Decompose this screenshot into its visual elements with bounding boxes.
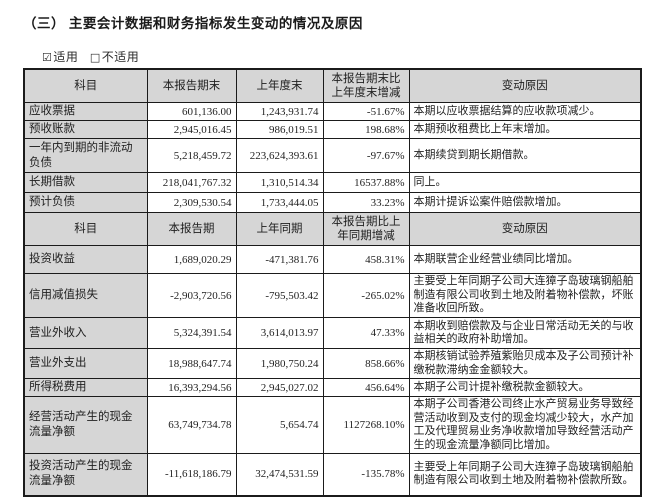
col-header-change-pct: 本报告期末比上年度末增减: [322, 68, 410, 103]
checked-checkbox-icon: ☑: [42, 51, 53, 64]
table-row: 所得税费用 16,393,294.56 2,945,027.02 456.64%…: [23, 378, 642, 397]
change-pct-cell: 858.66%: [322, 348, 410, 379]
applicable-option: ☑适用: [42, 50, 78, 64]
table-row: 营业外收入 5,324,391.54 3,614,013.97 47.33% 本…: [23, 317, 642, 349]
change-pct-cell: -97.67%: [322, 138, 410, 173]
reason-cell: 本期联营企业经营业绩同比增加。: [408, 245, 642, 274]
not-applicable-label: 不适用: [101, 50, 140, 64]
change-pct-cell: 16537.88%: [322, 172, 410, 193]
change-pct-cell: 456.64%: [322, 378, 410, 397]
col-header-reason: 变动原因: [408, 68, 642, 103]
reason-cell: 本期子公司计提补缴税款金额较大。: [408, 378, 642, 397]
financial-changes-table: 科目 本报告期末 上年度末 本报告期末比上年度末增减 变动原因 应收票据 601…: [23, 68, 642, 497]
reason-cell: 主要受上年同期子公司大连獐子岛玻璃钢船舶制造有限公司收到土地及附着物补偿款所致。: [408, 453, 642, 496]
table-row: 投资收益 1,689,020.29 -471,381.76 458.31% 本期…: [23, 245, 642, 274]
change-pct-cell: -135.78%: [322, 453, 410, 496]
col-header-subject: 科目: [23, 68, 148, 103]
previous-value-cell: 1,733,444.05: [235, 192, 324, 213]
table-row: 预收账款 2,945,016.45 986,019.51 198.68% 本期预…: [23, 120, 642, 139]
reason-cell: 本期续贷到期长期借款。: [408, 138, 642, 173]
subject-cell: 应收票据: [23, 102, 148, 121]
current-value-cell: 218,041,767.32: [146, 172, 237, 193]
current-value-cell: 5,218,459.72: [146, 138, 237, 173]
table-row: 营业外支出 18,988,647.74 1,980,750.24 858.66%…: [23, 348, 642, 379]
subject-cell: 经营活动产生的现金流量净额: [23, 396, 148, 454]
table-row: 应收票据 601,136.00 1,243,931.74 -51.67% 本期以…: [23, 102, 642, 121]
current-value-cell: -11,618,186.79: [146, 453, 237, 496]
reason-cell: 本期计提诉讼案件赔偿款增加。: [408, 192, 642, 213]
current-value-cell: 2,945,016.45: [146, 120, 237, 139]
current-value-cell: 5,324,391.54: [146, 317, 237, 349]
subject-cell: 预计负债: [23, 192, 148, 213]
subject-cell: 所得税费用: [23, 378, 148, 397]
subject-cell: 一年内到期的非流动负债: [23, 138, 148, 173]
subject-cell: 预收账款: [23, 120, 148, 139]
applicable-label: 适用: [53, 50, 79, 64]
subject-cell: 营业外收入: [23, 317, 148, 349]
change-pct-cell: -265.02%: [322, 273, 410, 318]
change-pct-cell: 33.23%: [322, 192, 410, 213]
reason-cell: 本期收到赔偿款及与企业日常活动无关的与收益相关的政府补助增加。: [408, 317, 642, 349]
subject-cell: 信用减值损失: [23, 273, 148, 318]
col-header-current-period-end: 本报告期末: [146, 68, 237, 103]
table-header-row-2: 科目 本报告期 上年同期 本报告期比上年同期增减 变动原因: [23, 212, 642, 246]
previous-value-cell: 32,474,531.59: [235, 453, 324, 496]
current-value-cell: 63,749,734.78: [146, 396, 237, 454]
change-pct-cell: 198.68%: [322, 120, 410, 139]
table-row: 投资活动产生的现金流量净额 -11,618,186.79 32,474,531.…: [23, 453, 642, 496]
reason-cell: 本期预收租费比上年末增加。: [408, 120, 642, 139]
previous-value-cell: 223,624,393.61: [235, 138, 324, 173]
table-row: 预计负债 2,309,530.54 1,733,444.05 33.23% 本期…: [23, 192, 642, 213]
change-pct-cell: 47.33%: [322, 317, 410, 349]
current-value-cell: 601,136.00: [146, 102, 237, 121]
applicability-line: ☑适用 □不适用: [42, 48, 147, 65]
col-header-change-pct: 本报告期比上年同期增减: [322, 212, 410, 246]
table-row: 一年内到期的非流动负债 5,218,459.72 223,624,393.61 …: [23, 138, 642, 173]
reason-cell: 本期以应收票据结算的应收款项减少。: [408, 102, 642, 121]
previous-value-cell: 3,614,013.97: [235, 317, 324, 349]
subject-cell: 投资收益: [23, 245, 148, 274]
previous-value-cell: -471,381.76: [235, 245, 324, 274]
table-header-row-1: 科目 本报告期末 上年度末 本报告期末比上年度末增减 变动原因: [23, 68, 642, 103]
reason-cell: 本期核销试验养殖紫贻贝成本及子公司预计补缴税款滞纳金金额较大。: [408, 348, 642, 379]
reason-cell: 主要受上年同期子公司大连獐子岛玻璃钢船舶制造有限公司收到土地及附着物补偿款，坏账…: [408, 273, 642, 318]
table-row: 信用减值损失 -2,903,720.56 -795,503.42 -265.02…: [23, 273, 642, 318]
reason-cell: 本期子公司香港公司终止水产贸易业务导致经营活动收到及支付的现金均减少较大，水产加…: [408, 396, 642, 454]
change-pct-cell: -51.67%: [322, 102, 410, 121]
current-value-cell: 18,988,647.74: [146, 348, 237, 379]
change-pct-cell: 1127268.10%: [322, 396, 410, 454]
table-row: 长期借款 218,041,767.32 1,310,514.34 16537.8…: [23, 172, 642, 193]
section-title: （三） 主要会计数据和财务指标发生变动的情况及原因: [23, 16, 363, 31]
col-header-prior-period: 上年同期: [235, 212, 324, 246]
col-header-subject: 科目: [23, 212, 148, 246]
unchecked-checkbox-icon: □: [89, 51, 101, 64]
reason-cell: 同上。: [408, 172, 642, 193]
change-pct-cell: 458.31%: [322, 245, 410, 274]
previous-value-cell: 1,310,514.34: [235, 172, 324, 193]
subject-cell: 长期借款: [23, 172, 148, 193]
previous-value-cell: -795,503.42: [235, 273, 324, 318]
table-row: 经营活动产生的现金流量净额 63,749,734.78 5,654.74 112…: [23, 396, 642, 454]
previous-value-cell: 1,243,931.74: [235, 102, 324, 121]
subject-cell: 营业外支出: [23, 348, 148, 379]
col-header-prior-year-end: 上年度末: [235, 68, 324, 103]
current-value-cell: 2,309,530.54: [146, 192, 237, 213]
previous-value-cell: 1,980,750.24: [235, 348, 324, 379]
previous-value-cell: 5,654.74: [235, 396, 324, 454]
subject-cell: 投资活动产生的现金流量净额: [23, 453, 148, 496]
current-value-cell: 16,393,294.56: [146, 378, 237, 397]
col-header-current-period: 本报告期: [146, 212, 237, 246]
col-header-reason: 变动原因: [408, 212, 642, 246]
not-applicable-option: □不适用: [90, 50, 139, 64]
previous-value-cell: 2,945,027.02: [235, 378, 324, 397]
current-value-cell: -2,903,720.56: [146, 273, 237, 318]
current-value-cell: 1,689,020.29: [146, 245, 237, 274]
previous-value-cell: 986,019.51: [235, 120, 324, 139]
